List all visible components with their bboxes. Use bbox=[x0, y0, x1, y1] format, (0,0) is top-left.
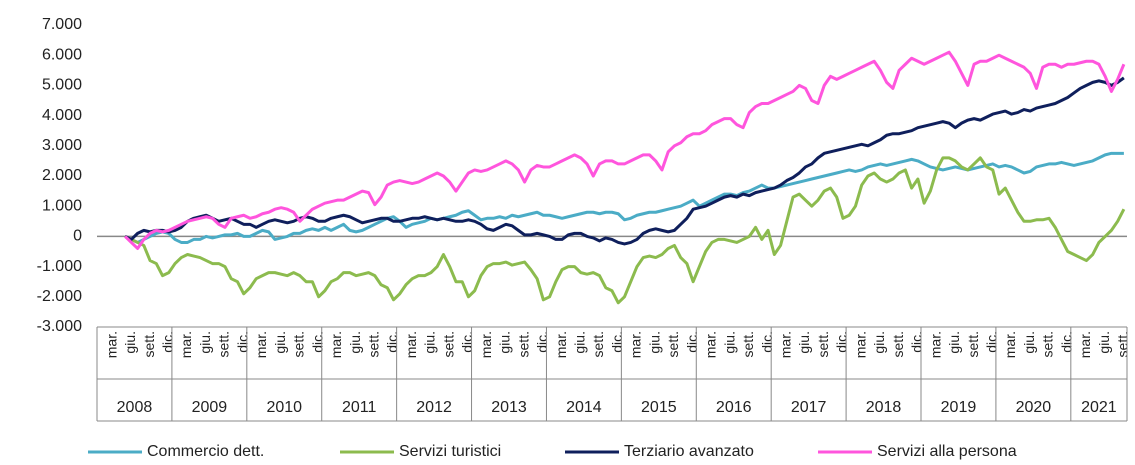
x-tick-label: sett. bbox=[665, 331, 681, 357]
y-tick-label: -2.000 bbox=[37, 288, 82, 305]
x-tick-label: sett. bbox=[365, 331, 381, 357]
x-tick-label: giu. bbox=[197, 331, 213, 354]
x-tick-label: mar. bbox=[103, 331, 119, 358]
x-tick-label: giu. bbox=[646, 331, 662, 354]
year-label: 2009 bbox=[192, 399, 228, 416]
year-label: 2015 bbox=[641, 399, 677, 416]
series-line bbox=[124, 76, 1125, 246]
x-tick-label: sett. bbox=[1115, 331, 1131, 357]
x-tick-label: dic. bbox=[684, 331, 700, 353]
x-tick-label: mar. bbox=[403, 331, 419, 358]
year-label: 2008 bbox=[117, 399, 153, 416]
y-tick-label: 4.000 bbox=[42, 107, 82, 124]
x-tick-label: giu. bbox=[497, 331, 513, 354]
x-tick-label: mar. bbox=[777, 331, 793, 358]
x-tick-label: dic. bbox=[834, 331, 850, 353]
legend-label: Commercio dett. bbox=[147, 443, 264, 460]
x-tick-label: giu. bbox=[272, 331, 288, 354]
y-tick-label: 1.000 bbox=[42, 197, 82, 214]
year-label: 2012 bbox=[416, 399, 452, 416]
year-label: 2020 bbox=[1016, 399, 1052, 416]
x-tick-label: mar. bbox=[553, 331, 569, 358]
y-tick-label: 6.000 bbox=[42, 46, 82, 63]
x-tick-label: dic. bbox=[159, 331, 175, 353]
x-tick-label: giu. bbox=[871, 331, 887, 354]
x-tick-label: mar. bbox=[478, 331, 494, 358]
legend-label: Terziario avanzato bbox=[624, 443, 754, 460]
x-tick-label: dic. bbox=[609, 331, 625, 353]
x-tick-label: dic. bbox=[234, 331, 250, 353]
year-label: 2016 bbox=[716, 399, 752, 416]
x-tick-label: sett. bbox=[515, 331, 531, 357]
x-tick-label: dic. bbox=[909, 331, 925, 353]
x-tick-label: sett. bbox=[890, 331, 906, 357]
x-tick-label: mar. bbox=[328, 331, 344, 358]
year-label: 2013 bbox=[491, 399, 527, 416]
x-tick-label: giu. bbox=[946, 331, 962, 354]
y-tick-label: -3.000 bbox=[37, 318, 82, 335]
year-label: 2017 bbox=[791, 399, 827, 416]
x-tick-label: giu. bbox=[347, 331, 363, 354]
x-tick-label: mar. bbox=[927, 331, 943, 358]
x-tick-label: sett. bbox=[740, 331, 756, 357]
x-tick-label: giu. bbox=[571, 331, 587, 354]
y-tick-label: -1.000 bbox=[37, 258, 82, 275]
year-label: 2011 bbox=[342, 399, 377, 416]
x-tick-label: giu. bbox=[721, 331, 737, 354]
x-tick-label: mar. bbox=[1077, 331, 1093, 358]
x-tick-label: mar. bbox=[178, 331, 194, 358]
series-line bbox=[124, 50, 1126, 250]
x-tick-label: sett. bbox=[440, 331, 456, 357]
series-line bbox=[124, 156, 1126, 305]
series-line bbox=[124, 151, 1124, 244]
year-label: 2021 bbox=[1081, 399, 1117, 416]
y-tick-label: 3.000 bbox=[42, 137, 82, 154]
y-tick-label: 5.000 bbox=[42, 77, 82, 94]
x-tick-label: giu. bbox=[1096, 331, 1112, 354]
x-tick-label: sett. bbox=[216, 331, 232, 357]
x-tick-label: dic. bbox=[983, 331, 999, 353]
x-tick-label: sett. bbox=[1040, 331, 1056, 357]
x-tick-label: giu. bbox=[422, 331, 438, 354]
year-label: 2018 bbox=[866, 399, 902, 416]
legend-label: Servizi alla persona bbox=[877, 443, 1017, 460]
x-tick-label: sett. bbox=[590, 331, 606, 357]
x-tick-label: dic. bbox=[534, 331, 550, 353]
x-tick-label: dic. bbox=[1058, 331, 1074, 353]
x-tick-label: sett. bbox=[291, 331, 307, 357]
x-tick-label: dic. bbox=[384, 331, 400, 353]
y-tick-label: 0 bbox=[73, 228, 82, 245]
x-tick-label: giu. bbox=[1021, 331, 1037, 354]
x-tick-label: sett. bbox=[141, 331, 157, 357]
year-label: 2010 bbox=[266, 399, 302, 416]
x-tick-label: mar. bbox=[1002, 331, 1018, 358]
legend-label: Servizi turistici bbox=[399, 443, 501, 460]
year-label: 2014 bbox=[566, 399, 602, 416]
x-tick-label: giu. bbox=[796, 331, 812, 354]
y-tick-label: 2.000 bbox=[42, 167, 82, 184]
x-tick-label: dic. bbox=[309, 331, 325, 353]
x-tick-label: dic. bbox=[459, 331, 475, 353]
x-tick-label: sett. bbox=[815, 331, 831, 357]
x-tick-label: mar. bbox=[253, 331, 269, 358]
x-tick-label: sett. bbox=[965, 331, 981, 357]
x-tick-label: dic. bbox=[759, 331, 775, 353]
x-tick-label: giu. bbox=[122, 331, 138, 354]
x-tick-label: mar. bbox=[852, 331, 868, 358]
year-label: 2019 bbox=[941, 399, 977, 416]
y-tick-label: 7.000 bbox=[42, 16, 82, 33]
x-tick-label: mar. bbox=[628, 331, 644, 358]
x-tick-label: mar. bbox=[703, 331, 719, 358]
